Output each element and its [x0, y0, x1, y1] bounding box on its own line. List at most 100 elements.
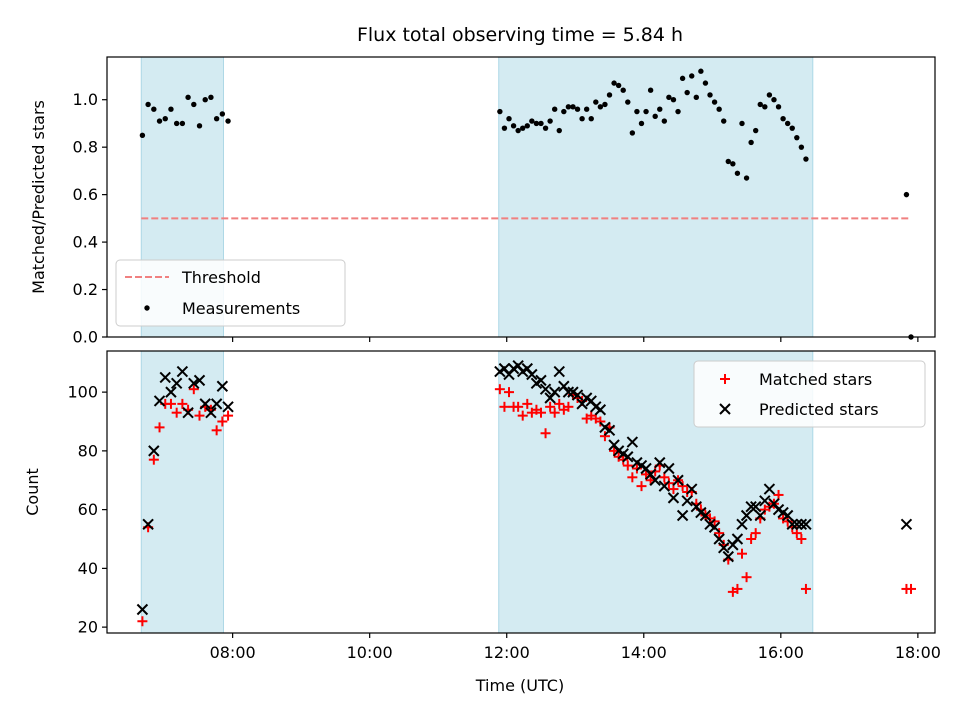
x-stroke [635, 459, 648, 472]
matched-star-point [545, 401, 556, 412]
matched-star-point [540, 428, 551, 439]
matched-star-point [741, 572, 752, 583]
x-stroke [599, 421, 611, 434]
x-stroke [521, 362, 533, 375]
y-tick-label: 0.8 [73, 138, 98, 157]
matched-star-point [171, 407, 182, 418]
measurement-point [702, 80, 709, 86]
measurement-point [716, 106, 722, 112]
count-points [136, 359, 917, 627]
predicted-star-point [216, 380, 229, 392]
predicted-star-point [759, 495, 771, 507]
matched-star-point [137, 616, 148, 627]
x-stroke [795, 518, 808, 531]
x-stroke [686, 483, 698, 495]
x-tick-label: 12:00 [484, 643, 530, 662]
measurement-point [657, 106, 663, 112]
x-stroke [159, 371, 171, 384]
x-stroke [745, 500, 757, 513]
measurement-point [225, 118, 231, 124]
x-stroke [695, 506, 707, 519]
x-stroke [176, 365, 189, 378]
measurement-point [579, 115, 585, 122]
top-y-ticks: 0.0 0.2 0.4 0.6 0.8 1.0 [73, 90, 107, 347]
predicted-star-point [622, 451, 634, 463]
x-stroke [210, 398, 223, 410]
bottom-y-axis-label: Count [23, 468, 42, 516]
x-stroke [654, 456, 666, 469]
x-stroke [562, 386, 575, 398]
x-stroke [153, 395, 166, 407]
top-panel-frame [106, 56, 936, 338]
predicted-star-point [745, 500, 757, 513]
measurement-point [202, 97, 208, 103]
measurement-point [551, 106, 558, 112]
predicted-star-point [170, 377, 183, 390]
measurement-point [789, 125, 795, 131]
x-stroke [781, 509, 794, 522]
predicted-star-point [199, 398, 211, 410]
x-stroke [548, 386, 561, 398]
y-tick-label: 60 [78, 500, 98, 519]
measurement-point [784, 120, 791, 127]
x-stroke [719, 403, 731, 415]
measurement-point [711, 99, 718, 105]
predicted-star-point [722, 550, 734, 563]
measurement-point [661, 118, 668, 124]
predicted-star-point [718, 542, 730, 554]
measurement-point [725, 158, 731, 165]
x-stroke [768, 498, 780, 510]
x-stroke [199, 398, 211, 410]
predicted-star-point [153, 395, 166, 407]
measurement-point [515, 127, 521, 134]
x-stroke [590, 401, 602, 413]
measurement-point [561, 108, 567, 115]
legend-box [693, 360, 926, 428]
x-stroke [731, 533, 744, 545]
x-stroke [193, 374, 206, 387]
measurement-point [775, 104, 782, 110]
matched-star-point [714, 528, 725, 539]
measurement-point [606, 92, 613, 98]
matched-star-point [736, 548, 747, 559]
x-stroke [699, 509, 712, 522]
top-y-axis-label: Matched/Predicted stars [29, 100, 48, 294]
measurement-point [583, 106, 590, 112]
y-tick-label: 0.6 [73, 185, 98, 204]
measurement-point [625, 99, 631, 105]
matched-star-point [535, 407, 546, 418]
matched-star-point [549, 407, 560, 418]
matched-star-point [796, 534, 807, 544]
x-stroke [136, 603, 149, 616]
x-stroke [558, 380, 570, 392]
predicted-star-point [791, 518, 803, 531]
measurement-point [794, 134, 800, 141]
measurement-point [752, 127, 759, 134]
matched-star-point [773, 489, 784, 500]
bottom-y-ticks: 20 40 60 80 100 [67, 383, 107, 637]
x-stroke [763, 483, 776, 495]
measurement-point [634, 108, 640, 115]
x-tick-label: 16:00 [758, 643, 804, 662]
x-stroke [585, 395, 597, 407]
x-stroke [777, 506, 789, 519]
measurement-point [588, 115, 594, 122]
predicted-star-point [539, 383, 552, 395]
predicted-star-point [148, 445, 160, 457]
measurement-point [693, 94, 700, 101]
x-stroke [626, 436, 639, 448]
measurement-point [615, 82, 622, 89]
measurement-point [538, 120, 544, 127]
bottom-panel-frame [106, 350, 936, 634]
matched-star-point [504, 387, 515, 398]
measurement-point [689, 73, 695, 79]
predicted-star-point [654, 456, 666, 469]
predicted-star-point [142, 518, 154, 531]
x-stroke [749, 500, 762, 513]
measurement-point [684, 89, 690, 96]
predicted-star-point [603, 424, 616, 437]
predicted-star-point [676, 509, 689, 522]
x-stroke [791, 518, 803, 531]
matched-star-point [631, 463, 642, 474]
